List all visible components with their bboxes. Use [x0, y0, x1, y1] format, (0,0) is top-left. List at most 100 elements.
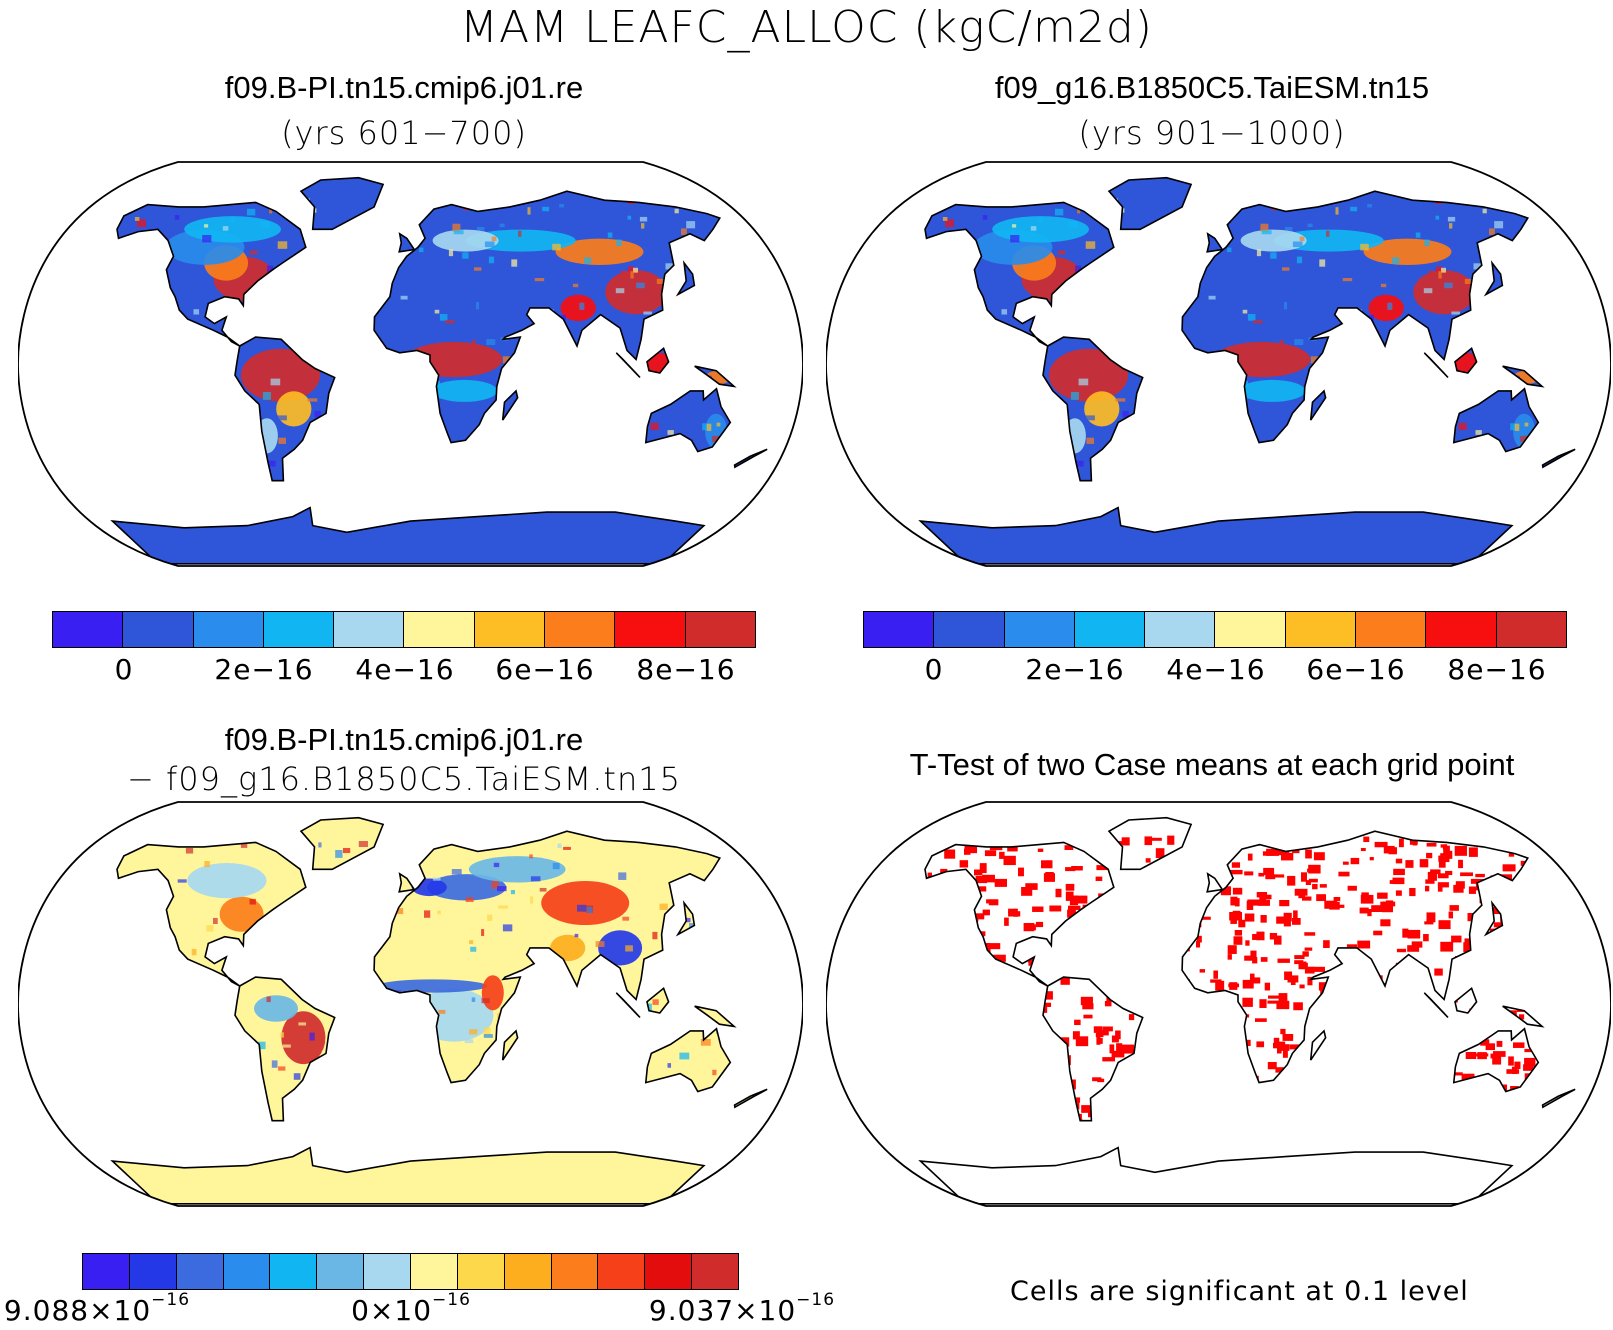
- coastline-japan: [675, 260, 696, 297]
- coastline-madagascar: [501, 1029, 519, 1061]
- colorbar-case1-swatch-8: [615, 612, 686, 647]
- coastline-africa-eurasia: [1181, 830, 1530, 1084]
- coastline-madagascar: [1309, 389, 1327, 421]
- map-frame: [826, 161, 1611, 567]
- colorbar-difference-swatch-12: [645, 1254, 693, 1289]
- panel-tl-years: (yrs 601−700): [281, 114, 527, 152]
- colorbar-case2-swatch-8: [1426, 612, 1497, 647]
- cbar-tl-tick-2: 4e−16: [355, 653, 455, 686]
- coastline-madagascar: [1309, 1029, 1327, 1061]
- coastline-antarctica: [918, 1146, 1514, 1205]
- significance-note: Cells are significant at 0.1 level: [1010, 1276, 1469, 1307]
- colorbar-case2-swatch-2: [1004, 612, 1075, 647]
- cbar-bl-tick-min: 9.088×10−16: [3, 1290, 191, 1327]
- coastline-greenland: [299, 176, 385, 231]
- coastline-new-guinea: [1502, 365, 1545, 388]
- coastline-new-guinea: [694, 1005, 737, 1028]
- coastline-africa-eurasia: [1181, 190, 1530, 444]
- coastline-new-zealand: [733, 1088, 768, 1109]
- colorbar-difference-swatch-8: [457, 1254, 505, 1289]
- coastline-japan: [675, 900, 696, 937]
- panel-tl-case: f09.B-PI.tn15.cmip6.j01.re: [224, 70, 584, 105]
- colorbar-case2-swatch-5: [1215, 612, 1286, 647]
- colorbar-difference: [82, 1253, 739, 1290]
- cbar-tl-tick-1: 2e−16: [214, 653, 314, 686]
- colorbar-difference-swatch-9: [504, 1254, 552, 1289]
- coastline-australia: [644, 1027, 732, 1093]
- coastline-africa-eurasia: [373, 830, 722, 1084]
- map-frame: [18, 161, 803, 567]
- panel-bl-case: f09.B-PI.tn15.cmip6.j01.re: [224, 722, 584, 757]
- coastline-australia: [1452, 1027, 1540, 1093]
- coastline-uk: [398, 872, 416, 893]
- colorbar-case1-swatch-9: [685, 612, 755, 647]
- coastline-south-america: [234, 336, 336, 482]
- coastline-sumatra: [615, 992, 641, 1019]
- colorbar-case1-swatch-0: [53, 612, 124, 647]
- colorbar-difference-swatch-4: [270, 1254, 318, 1289]
- colorbar-case1-swatch-7: [545, 612, 616, 647]
- coastline-japan: [1483, 900, 1504, 937]
- coastline-new-guinea: [694, 365, 737, 388]
- cbar-tl-tick-3: 6e−16: [495, 653, 595, 686]
- coastline-uk: [1206, 872, 1224, 893]
- colorbar-difference-swatch-6: [364, 1254, 412, 1289]
- colorbar-difference-swatch-10: [551, 1254, 599, 1289]
- coastline-antarctica: [110, 506, 706, 565]
- colorbar-case1-swatch-4: [334, 612, 405, 647]
- cbar-tr-tick-0: 0: [924, 653, 944, 686]
- cbar-bl-tick-max: 9.037×10−16: [648, 1290, 836, 1327]
- cbar-tl-tick-4: 8e−16: [636, 653, 736, 686]
- coastline-new-guinea: [1502, 1005, 1545, 1028]
- coastline-north-america: [116, 841, 307, 987]
- colorbar-difference-swatch-7: [411, 1254, 458, 1289]
- colorbar-case2-swatch-6: [1285, 612, 1357, 647]
- coastline-greenland: [1107, 176, 1193, 231]
- colorbar-difference-swatch-1: [129, 1254, 177, 1289]
- colorbar-case1-swatch-1: [123, 612, 194, 647]
- colorbar-difference-swatch-13: [692, 1254, 739, 1289]
- map-case2: [826, 161, 1611, 567]
- colorbar-difference-swatch-0: [83, 1254, 130, 1289]
- coastline-new-zealand: [1541, 448, 1576, 469]
- cbar-tr-tick-1: 2e−16: [1025, 653, 1125, 686]
- coastline-south-america: [234, 976, 336, 1122]
- coastline-madagascar: [501, 389, 519, 421]
- colorbar-case2-swatch-9: [1496, 612, 1566, 647]
- panel-bl-minus-case: − f09_g16.B1850C5.TaiESM.tn15: [127, 760, 681, 798]
- colorbar-case2-swatch-1: [934, 612, 1005, 647]
- map-frame: [826, 801, 1611, 1207]
- coastline-greenland: [299, 816, 385, 871]
- coastline-north-america: [924, 841, 1115, 987]
- colorbar-case2-swatch-0: [864, 612, 935, 647]
- map-frame: [18, 801, 803, 1207]
- coastline-uk: [398, 232, 416, 253]
- colorbar-case1-swatch-3: [263, 612, 335, 647]
- coastline-sumatra: [615, 352, 641, 379]
- cbar-tr-tick-2: 4e−16: [1166, 653, 1266, 686]
- coastline-new-zealand: [1541, 1088, 1576, 1109]
- coastline-indonesia-borneo: [646, 986, 670, 1014]
- coastline-south-america: [1042, 976, 1144, 1122]
- colorbar-difference-swatch-2: [176, 1254, 224, 1289]
- coastline-north-america: [924, 201, 1115, 347]
- coastline-north-america: [116, 201, 307, 347]
- coastline-indonesia-borneo: [1454, 986, 1478, 1014]
- coastline-africa-eurasia: [373, 190, 722, 444]
- coastline-uk: [1206, 232, 1224, 253]
- cbar-tl-tick-0: 0: [114, 653, 134, 686]
- map-case1: [18, 161, 803, 567]
- coastline-antarctica: [110, 1146, 706, 1205]
- cbar-tr-tick-3: 6e−16: [1306, 653, 1406, 686]
- coastline-japan: [1483, 260, 1504, 297]
- colorbar-case2-swatch-7: [1356, 612, 1427, 647]
- colorbar-difference-swatch-11: [598, 1254, 646, 1289]
- coastline-indonesia-borneo: [1454, 346, 1478, 374]
- colorbar-case2-swatch-3: [1074, 612, 1146, 647]
- coastline-australia: [644, 387, 732, 453]
- colorbar-case1: [52, 611, 756, 648]
- colorbar-case2: [863, 611, 1567, 648]
- colorbar-case2-swatch-4: [1145, 612, 1216, 647]
- coastline-antarctica: [918, 506, 1514, 565]
- map-difference: [18, 801, 803, 1207]
